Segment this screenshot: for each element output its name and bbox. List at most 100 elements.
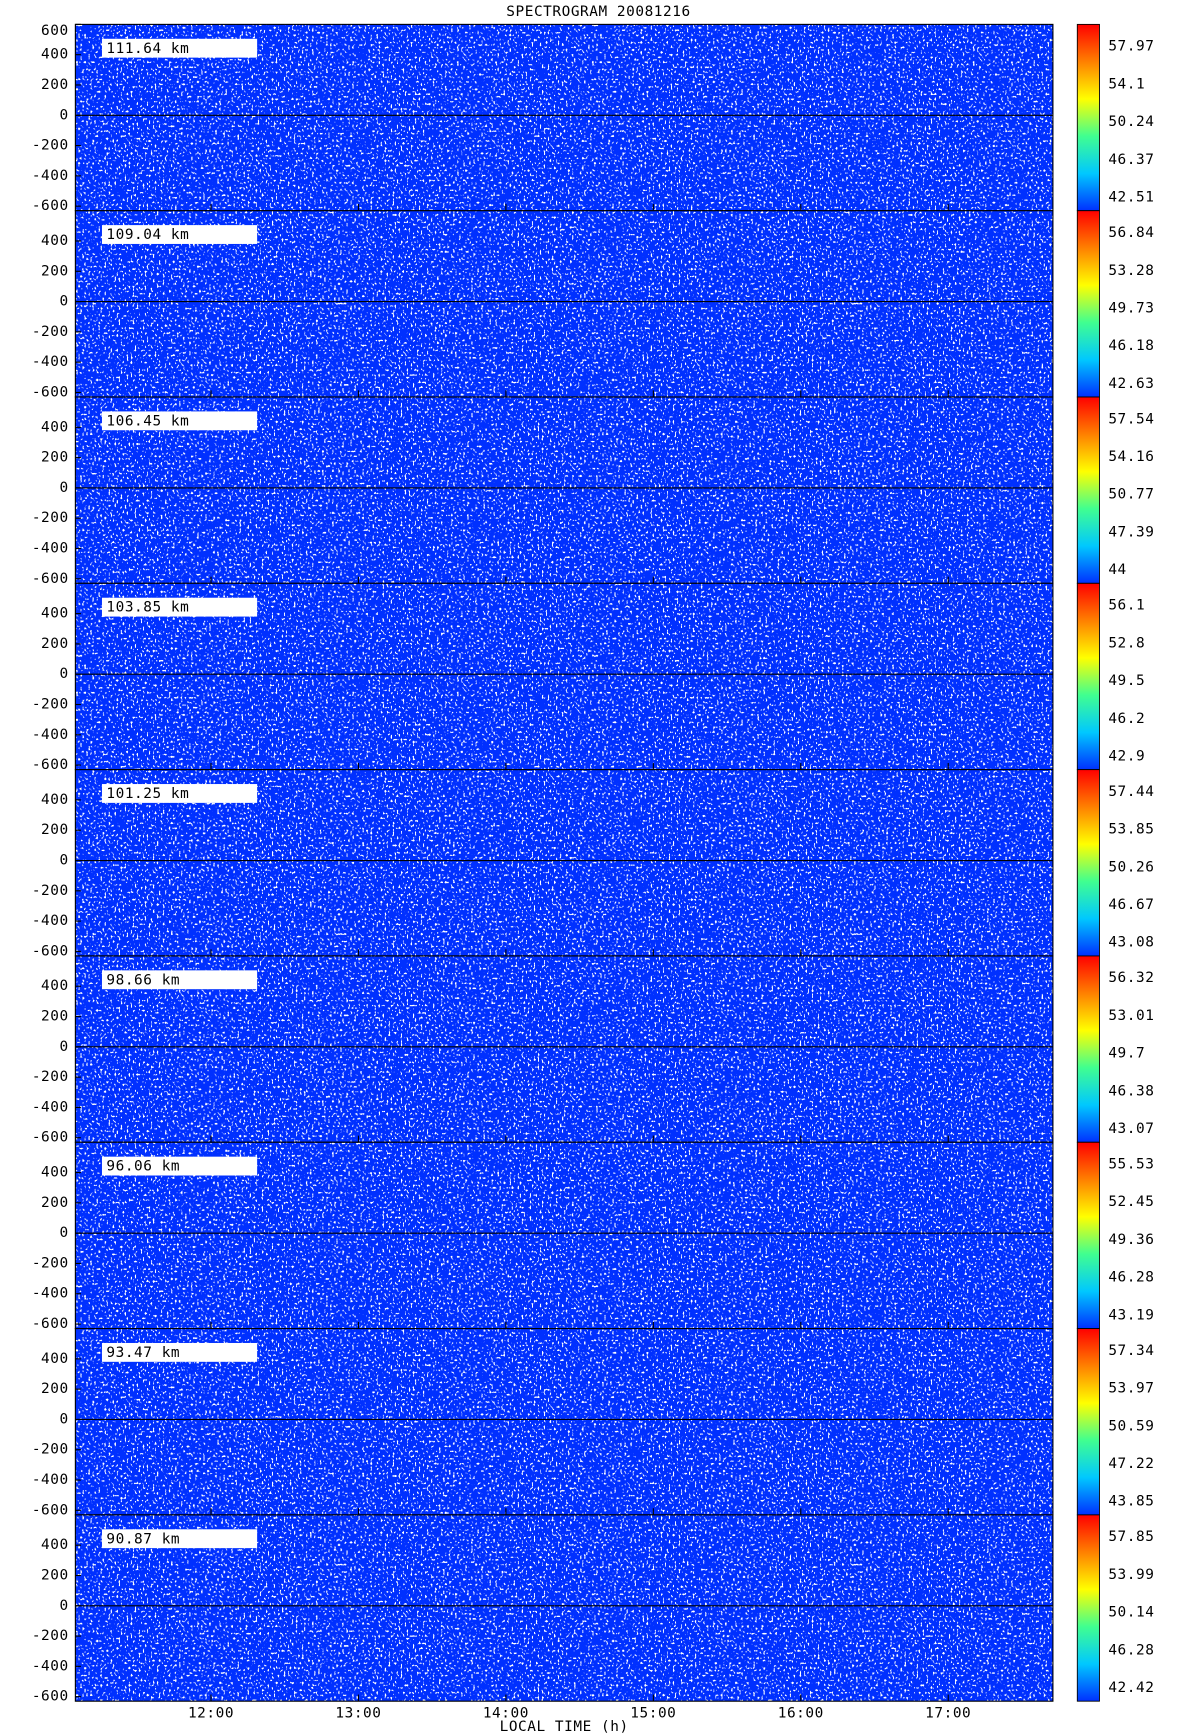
y-tick-label: -200 bbox=[32, 883, 69, 899]
colorbar-tick-label: 46.28 bbox=[1108, 1270, 1154, 1286]
y-tick-label: 200 bbox=[41, 263, 69, 279]
x-tick-label: 15:00 bbox=[630, 1705, 676, 1721]
y-tick-label: -400 bbox=[32, 354, 69, 370]
y-tick-label: -200 bbox=[32, 138, 69, 154]
y-tick-label: 400 bbox=[41, 792, 69, 808]
y-tick-label: 200 bbox=[41, 1009, 69, 1025]
colorbar-tick-label: 49.7 bbox=[1108, 1046, 1145, 1062]
panel-label: 98.66 km bbox=[106, 972, 180, 988]
y-tick-label: 200 bbox=[41, 77, 69, 93]
y-tick-label: 400 bbox=[41, 606, 69, 622]
y-tick-label: -400 bbox=[32, 168, 69, 184]
x-tick-label: 17:00 bbox=[925, 1705, 971, 1721]
colorbar bbox=[1076, 23, 1100, 212]
y-tick-label: -600 bbox=[32, 1689, 69, 1705]
y-tick-label: -200 bbox=[32, 324, 69, 340]
colorbar-tick-label: 54.16 bbox=[1108, 449, 1154, 465]
colorbar-tick-label: 57.34 bbox=[1108, 1343, 1154, 1359]
y-tick-label: -200 bbox=[32, 696, 69, 712]
panel-label-box bbox=[101, 225, 258, 244]
colorbar-tick-label: 50.14 bbox=[1108, 1605, 1154, 1621]
colorbar-tick-label: 47.39 bbox=[1108, 524, 1154, 540]
y-tick-label: 0 bbox=[59, 666, 68, 682]
y-tick-label: 400 bbox=[41, 1537, 69, 1553]
panel-label-box bbox=[101, 970, 258, 990]
y-tick-label: 400 bbox=[41, 47, 69, 63]
y-tick-label: 400 bbox=[41, 1165, 69, 1181]
panel-label: 103.85 km bbox=[106, 600, 189, 616]
y-tick-label: -600 bbox=[32, 1130, 69, 1146]
y-tick-label: 200 bbox=[41, 450, 69, 466]
colorbar-tick-label: 53.01 bbox=[1108, 1008, 1154, 1024]
y-tick-label: 400 bbox=[41, 419, 69, 435]
y-tick-label: -400 bbox=[32, 1286, 69, 1302]
colorbar-tick-label: 43.08 bbox=[1108, 935, 1154, 951]
y-tick-label: -400 bbox=[32, 1658, 69, 1674]
colorbar bbox=[1076, 769, 1100, 957]
panel-label: 93.47 km bbox=[106, 1345, 180, 1361]
colorbar-tick-label: 50.77 bbox=[1108, 487, 1154, 503]
y-tick-label: -600 bbox=[32, 571, 69, 587]
y-tick-label: -400 bbox=[32, 1472, 69, 1488]
y-tick-label: -600 bbox=[32, 384, 69, 400]
panel-label: 106.45 km bbox=[106, 413, 189, 429]
colorbar-tick-label: 57.54 bbox=[1108, 411, 1154, 427]
colorbar bbox=[1076, 955, 1100, 1143]
colorbar-tick-label: 53.28 bbox=[1108, 263, 1154, 279]
panel-label: 111.64 km bbox=[106, 41, 189, 57]
colorbar-tick-label: 49.36 bbox=[1108, 1232, 1154, 1248]
y-tick-label: -200 bbox=[32, 1255, 69, 1271]
colorbar-tick-label: 42.42 bbox=[1108, 1680, 1154, 1696]
panel-label-box bbox=[101, 411, 258, 431]
y-tick-label: -200 bbox=[32, 510, 69, 526]
colorbar-tick-label: 53.97 bbox=[1108, 1381, 1154, 1397]
panel-label-box bbox=[101, 1529, 258, 1549]
colorbar bbox=[1076, 396, 1100, 584]
y-tick-label: -200 bbox=[32, 1069, 69, 1085]
x-tick-label: 13:00 bbox=[335, 1705, 381, 1721]
panel-label: 101.25 km bbox=[106, 786, 189, 802]
colorbar-tick-label: 52.45 bbox=[1108, 1194, 1154, 1210]
panel-label-box bbox=[101, 38, 258, 58]
y-tick-label: -600 bbox=[32, 198, 69, 214]
colorbar-tick-label: 56.32 bbox=[1108, 970, 1154, 986]
y-tick-label: -200 bbox=[32, 1442, 69, 1458]
colorbar-tick-label: 42.51 bbox=[1108, 190, 1154, 206]
colorbar-tick-label: 46.37 bbox=[1108, 152, 1154, 168]
colorbar-tick-label: 46.28 bbox=[1108, 1642, 1154, 1658]
colorbar-tick-label: 50.26 bbox=[1108, 859, 1154, 875]
colorbar-tick-label: 49.5 bbox=[1108, 673, 1145, 689]
y-tick-label: 0 bbox=[59, 1598, 68, 1614]
colorbar-tick-label: 47.22 bbox=[1108, 1456, 1154, 1472]
y-tick-label: -400 bbox=[32, 913, 69, 929]
colorbar-tick-label: 49.73 bbox=[1108, 300, 1154, 316]
colorbar bbox=[1076, 1141, 1100, 1330]
y-tick-label: 200 bbox=[41, 822, 69, 838]
colorbar bbox=[1076, 1514, 1100, 1702]
colorbar-tick-label: 56.1 bbox=[1108, 598, 1145, 614]
colorbar bbox=[1076, 1328, 1100, 1516]
colorbar-tick-label: 55.53 bbox=[1108, 1157, 1154, 1173]
y-tick-label: 200 bbox=[41, 1381, 69, 1397]
panel-label: 90.87 km bbox=[106, 1531, 180, 1547]
y-tick-label: 0 bbox=[59, 1225, 68, 1241]
panel-frame bbox=[74, 1514, 1054, 1702]
y-tick-label: -400 bbox=[32, 727, 69, 743]
panel-label-box bbox=[101, 784, 258, 803]
y-tick-label: 400 bbox=[41, 978, 69, 994]
x-tick-label: 12:00 bbox=[188, 1705, 234, 1721]
panel-label-box bbox=[101, 1156, 258, 1176]
colorbar-tick-label: 54.1 bbox=[1108, 76, 1145, 92]
colorbar-tick-label: 43.07 bbox=[1108, 1121, 1154, 1137]
panel-label: 96.06 km bbox=[106, 1159, 180, 1175]
y-tick-label: 0 bbox=[59, 480, 68, 496]
colorbar-tick-label: 46.38 bbox=[1108, 1083, 1154, 1099]
y-tick-label: 400 bbox=[41, 233, 69, 249]
y-tick-label: -200 bbox=[32, 1628, 69, 1644]
colorbar bbox=[1076, 582, 1100, 771]
colorbar-tick-label: 57.85 bbox=[1108, 1529, 1154, 1545]
colorbar-tick-label: 42.63 bbox=[1108, 376, 1154, 392]
y-tick-label: -400 bbox=[32, 1099, 69, 1115]
